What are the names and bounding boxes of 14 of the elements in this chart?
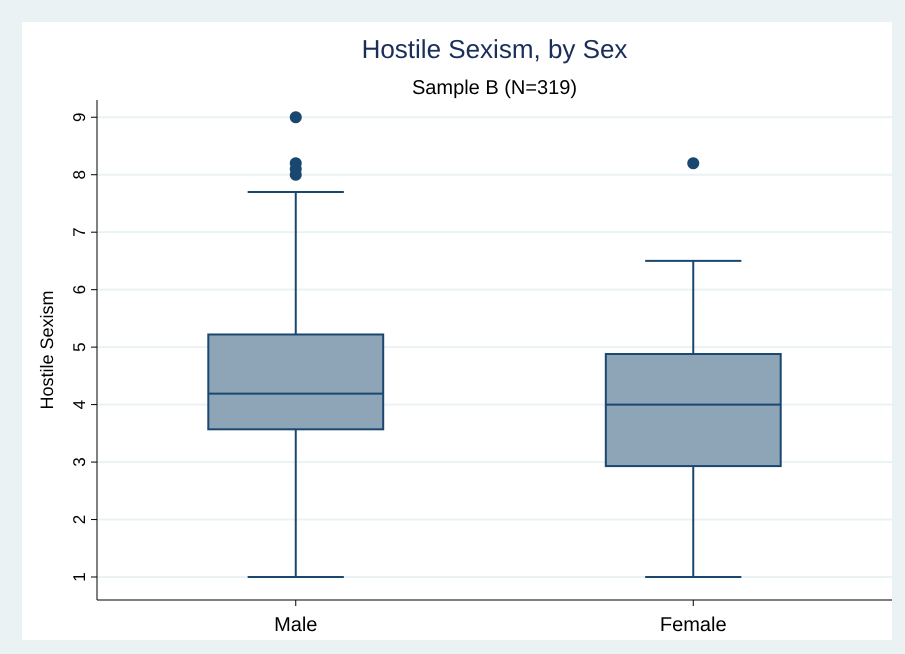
chart-subtitle: Sample B (N=319) (412, 77, 578, 99)
y-tick-label: 5 (70, 342, 89, 352)
chart-title: Hostile Sexism, by Sex (362, 34, 628, 64)
y-axis-title: Hostile Sexism (37, 290, 57, 410)
y-tick-label: 7 (70, 227, 89, 237)
y-tick-label: 2 (70, 514, 89, 524)
y-tick-label: 4 (70, 400, 89, 410)
y-tick-label: 6 (70, 284, 89, 294)
x-tick-label: Female (660, 614, 727, 636)
y-tick-label: 3 (70, 457, 89, 467)
y-tick-label: 9 (70, 112, 89, 122)
y-tick-label: 8 (70, 170, 89, 180)
y-tick-label: 1 (70, 572, 89, 582)
x-tick-label: Male (274, 614, 318, 636)
